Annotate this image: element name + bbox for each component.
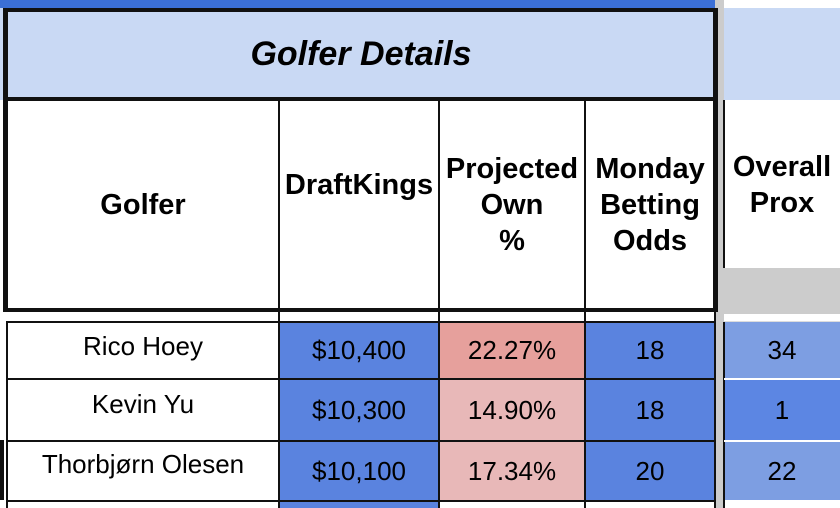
table-row-2-overall-prox[interactable]: 1	[774, 394, 790, 425]
section-title-text: Golfer Details	[250, 34, 472, 73]
cell-bg-own-3	[440, 442, 584, 500]
grid-line	[6, 440, 716, 442]
cell-bg-odds-2	[586, 380, 714, 440]
grid-line	[438, 100, 440, 508]
grid-line	[3, 308, 718, 312]
gap-row-main	[0, 310, 715, 322]
grid-line	[0, 440, 4, 500]
cell-bg-prox-1	[724, 322, 840, 378]
col-header-golfer[interactable]: Golfer	[100, 189, 186, 221]
cell-bg-draftkings-2	[280, 380, 438, 440]
grid-line	[584, 100, 586, 508]
cell-bg-prox-2	[724, 380, 840, 440]
grid-line	[3, 8, 8, 312]
cell-bg-own-2	[440, 380, 584, 440]
table-row-3-projected-own[interactable]: 17.34%	[467, 455, 557, 486]
table-row-2-monday-odds[interactable]: 18	[635, 394, 665, 425]
title-row-band	[0, 8, 840, 100]
grid-line	[3, 8, 718, 12]
grid-line	[6, 500, 716, 502]
table-row-1-golfer[interactable]: Rico Hoey	[83, 330, 203, 361]
col-header-overall-prox[interactable]: Overall Prox	[732, 151, 832, 219]
table-row-3-golfer[interactable]: Thorbjørn Olesen	[41, 448, 245, 479]
cell-bg-odds-3	[586, 442, 714, 500]
table-row-2-golfer[interactable]: Kevin Yu	[91, 388, 195, 419]
table-row-3-draftkings[interactable]: $10,100	[312, 455, 406, 486]
table-row-2-projected-own[interactable]: 14.90%	[467, 394, 557, 425]
col-header-draftkings[interactable]: DraftKings	[284, 169, 434, 201]
table-row-1-draftkings[interactable]: $10,400	[312, 334, 406, 365]
grid-line	[3, 97, 718, 101]
col-header-projected-own[interactable]: Projected Own %	[445, 153, 579, 257]
grid-line	[714, 312, 716, 508]
cell-bg-draftkings-4	[280, 502, 438, 508]
table-row-3-monday-odds[interactable]: 20	[635, 455, 665, 486]
top-strip	[0, 0, 715, 8]
grid-line	[723, 100, 725, 268]
section-title: Golfer Details	[8, 10, 714, 98]
col-header-monday-betting-odds[interactable]: Monday Betting Odds	[595, 153, 705, 257]
grid-line	[6, 378, 716, 380]
table-row-1-overall-prox[interactable]: 34	[767, 334, 797, 365]
grid-line	[724, 321, 840, 322]
grid-line	[278, 100, 280, 508]
table-row-1-projected-own[interactable]: 22.27%	[467, 334, 557, 365]
grid-line	[724, 440, 840, 442]
grid-line	[713, 8, 718, 312]
cell-bg-draftkings-3	[280, 442, 438, 500]
gap-column	[715, 0, 724, 508]
grid-line	[724, 378, 840, 380]
gap-row	[724, 268, 840, 314]
grid-line	[723, 322, 725, 508]
cell-bg-draftkings-1	[280, 322, 438, 378]
table-row-1-monday-odds[interactable]: 18	[635, 334, 665, 365]
cell-bg-prox-3	[724, 442, 840, 500]
table-row-3-overall-prox[interactable]: 22	[767, 455, 797, 486]
cell-bg-odds-1	[586, 322, 714, 378]
grid-line	[6, 321, 716, 323]
cell-bg-own-1	[440, 322, 584, 378]
grid-line	[6, 322, 8, 508]
table-row-2-draftkings[interactable]: $10,300	[312, 394, 406, 425]
